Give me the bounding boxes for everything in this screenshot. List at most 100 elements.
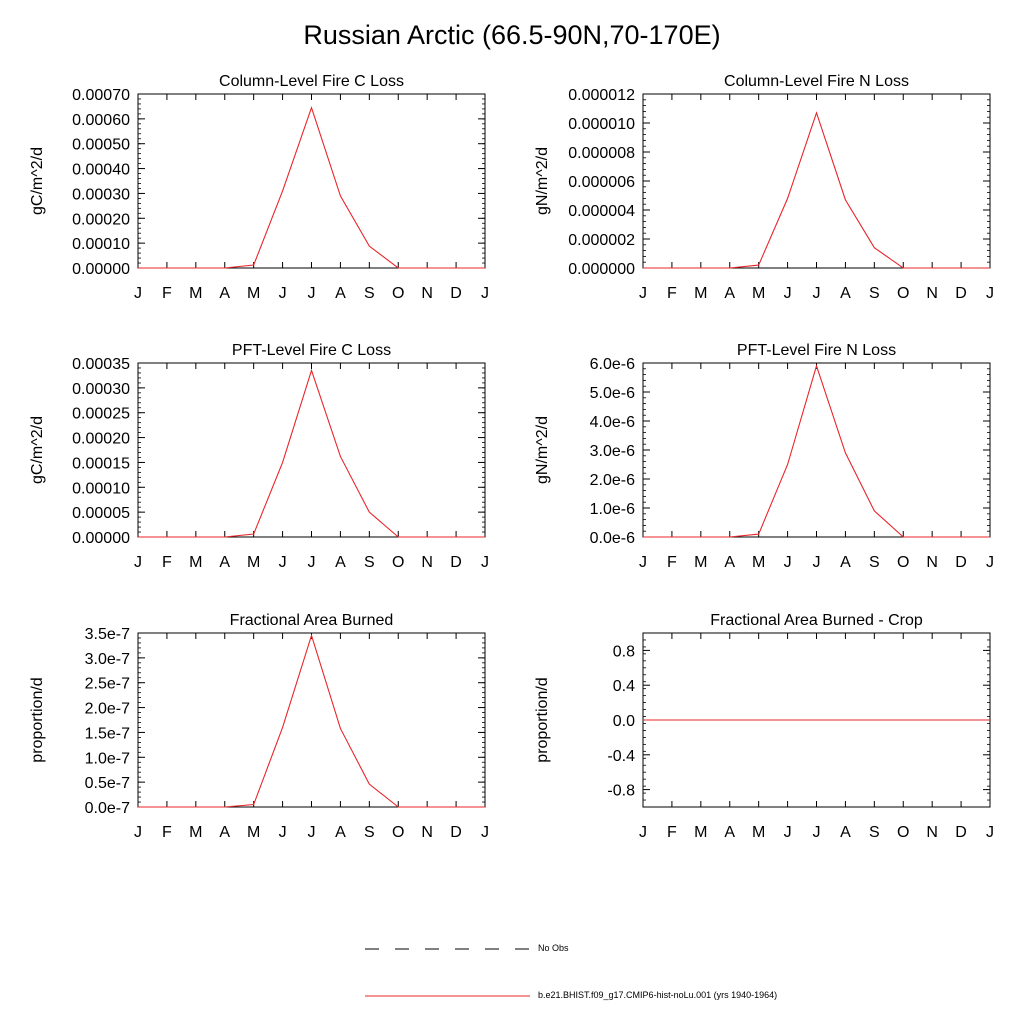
y-tick-label: -0.4: [607, 748, 635, 765]
x-tick-label: J: [639, 285, 647, 302]
y-tick-label: 0.000004: [568, 203, 635, 220]
y-tick-label: 0.8: [613, 643, 635, 660]
x-tick-label: N: [421, 285, 433, 302]
y-tick-label: 0.000000: [568, 261, 635, 278]
x-tick-label: A: [335, 554, 346, 571]
x-tick-label: J: [279, 285, 287, 302]
x-tick-label: S: [364, 285, 375, 302]
y-tick-label: 0.00020: [72, 211, 130, 228]
x-tick-label: A: [335, 285, 346, 302]
x-tick-label: J: [481, 824, 489, 841]
x-tick-label: D: [955, 554, 967, 571]
x-tick-label: O: [392, 824, 404, 841]
y-tick-label: 0.00050: [72, 137, 130, 154]
x-tick-label: M: [694, 554, 707, 571]
x-tick-label: F: [667, 285, 677, 302]
y-tick-label: 0.0e-6: [590, 530, 635, 547]
plot-frame: [137, 632, 486, 808]
x-tick-label: F: [162, 824, 172, 841]
x-tick-label: D: [450, 824, 462, 841]
x-tick-label: A: [219, 285, 230, 302]
x-tick-label: A: [219, 554, 230, 571]
legend-no-obs-label: No Obs: [538, 943, 569, 953]
y-tick-label: 2.0e-7: [85, 701, 130, 718]
x-tick-label: J: [639, 824, 647, 841]
x-tick-label: A: [219, 824, 230, 841]
y-tick-label: 0.0: [613, 713, 635, 730]
x-tick-label: M: [247, 824, 260, 841]
x-tick-label: S: [869, 824, 880, 841]
panel-title: PFT-Level Fire N Loss: [737, 342, 896, 359]
x-tick-label: M: [189, 824, 202, 841]
plot-frame: [642, 93, 991, 269]
y-tick-label: 3.0e-6: [590, 443, 635, 460]
y-axis-label: proportion/d: [534, 677, 551, 762]
x-tick-label: A: [840, 554, 851, 571]
x-tick-label: J: [813, 824, 821, 841]
x-tick-label: J: [279, 554, 287, 571]
x-tick-label: S: [869, 554, 880, 571]
x-tick-label: M: [752, 824, 765, 841]
x-tick-label: F: [162, 285, 172, 302]
x-tick-label: J: [308, 824, 316, 841]
y-tick-label: 0.000010: [568, 116, 635, 133]
x-tick-label: O: [897, 824, 909, 841]
y-axis-label: gC/m^2/d: [29, 416, 46, 484]
y-tick-label: 1.0e-6: [590, 501, 635, 518]
x-tick-label: O: [392, 285, 404, 302]
y-tick-label: -0.8: [607, 783, 635, 800]
x-tick-label: J: [308, 554, 316, 571]
y-tick-label: 0.00000: [72, 530, 130, 547]
plot-frame: [137, 93, 486, 269]
x-tick-label: N: [926, 285, 938, 302]
x-tick-label: J: [134, 824, 142, 841]
x-tick-label: M: [694, 824, 707, 841]
y-tick-label: 0.00005: [72, 505, 130, 522]
y-tick-label: 0.000008: [568, 145, 635, 162]
x-tick-label: S: [364, 824, 375, 841]
x-tick-label: J: [986, 824, 994, 841]
y-axis-label: gN/m^2/d: [534, 147, 551, 215]
panel-title: Fractional Area Burned: [230, 612, 394, 629]
x-tick-label: J: [813, 554, 821, 571]
y-tick-label: 0.5e-7: [85, 775, 130, 792]
x-tick-label: J: [134, 554, 142, 571]
y-tick-label: 0.000006: [568, 174, 635, 191]
y-axis-label: gN/m^2/d: [534, 416, 551, 484]
x-tick-label: N: [421, 824, 433, 841]
plot-frame: [137, 362, 486, 538]
y-tick-label: 0.00025: [72, 406, 130, 423]
x-tick-label: J: [481, 285, 489, 302]
y-tick-label: 2.0e-6: [590, 472, 635, 489]
x-tick-label: J: [813, 285, 821, 302]
x-tick-label: J: [784, 554, 792, 571]
y-tick-label: 0.00070: [72, 87, 130, 104]
x-tick-label: M: [189, 554, 202, 571]
x-tick-label: F: [667, 554, 677, 571]
x-tick-label: A: [724, 554, 735, 571]
x-tick-label: J: [986, 554, 994, 571]
x-tick-label: J: [279, 824, 287, 841]
x-tick-label: A: [335, 824, 346, 841]
series-line: [138, 633, 485, 808]
y-tick-label: 0.4: [613, 678, 635, 695]
y-tick-label: 0.00060: [72, 112, 130, 129]
x-tick-label: M: [752, 285, 765, 302]
x-tick-label: O: [392, 554, 404, 571]
y-tick-label: 0.00030: [72, 186, 130, 203]
y-tick-label: 0.00000: [72, 261, 130, 278]
x-tick-label: N: [926, 554, 938, 571]
x-tick-label: N: [421, 554, 433, 571]
x-tick-label: D: [955, 824, 967, 841]
panel-title: Column-Level Fire N Loss: [724, 73, 909, 90]
x-tick-label: O: [897, 285, 909, 302]
y-tick-label: 3.0e-7: [85, 651, 130, 668]
y-tick-label: 1.5e-7: [85, 725, 130, 742]
x-tick-label: N: [926, 824, 938, 841]
legend-model-label: b.e21.BHIST.f09_g17.CMIP6-hist-noLu.001 …: [538, 990, 778, 1000]
